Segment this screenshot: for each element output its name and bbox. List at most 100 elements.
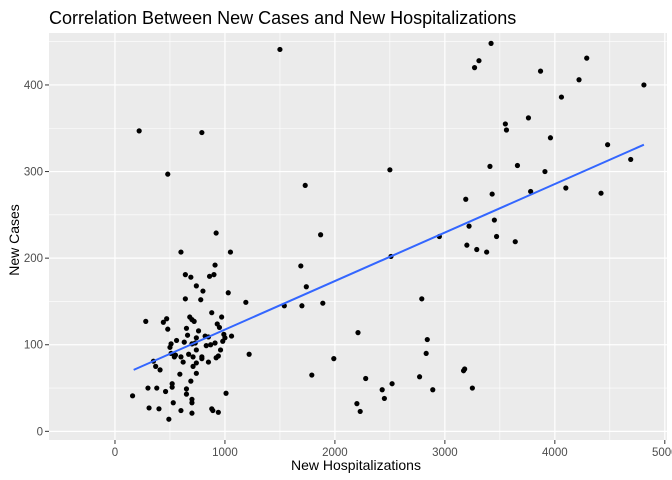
data-point <box>219 314 225 320</box>
data-point <box>514 162 521 169</box>
data-point <box>542 168 548 175</box>
data-point <box>547 135 554 141</box>
data-point <box>381 395 387 402</box>
data-point <box>178 354 184 360</box>
trend-line-group <box>133 143 645 371</box>
data-point <box>243 299 249 305</box>
data-point <box>423 350 429 357</box>
data-point <box>193 370 199 376</box>
trend-line <box>133 143 645 371</box>
data-point <box>203 343 209 349</box>
data-point <box>215 409 221 415</box>
data-point <box>190 363 196 369</box>
data-point <box>154 385 160 391</box>
y-axis-title: New Cases <box>6 204 22 276</box>
major-gridlines <box>49 33 667 440</box>
data-point <box>165 171 171 177</box>
data-point <box>129 393 136 399</box>
data-point <box>217 347 224 353</box>
data-point <box>598 190 604 196</box>
data-point <box>528 188 534 195</box>
data-point <box>298 263 304 269</box>
data-point <box>628 156 634 163</box>
data-point <box>168 341 174 347</box>
data-point <box>165 326 171 332</box>
data-point <box>160 319 166 325</box>
data-point <box>363 375 369 382</box>
data-point <box>227 249 234 255</box>
data-point <box>208 342 214 348</box>
x-tick-label: 0 <box>112 447 118 459</box>
data-point <box>466 223 472 229</box>
chart-title: Correlation Between New Cases and New Ho… <box>49 8 516 28</box>
data-point <box>188 378 194 384</box>
data-point <box>190 354 196 360</box>
data-point <box>469 385 475 391</box>
data-point <box>484 249 490 255</box>
data-point <box>215 353 221 359</box>
data-point <box>563 185 569 191</box>
data-point <box>216 324 223 331</box>
data-point <box>189 410 195 416</box>
data-point <box>169 384 175 390</box>
y-tick-label: 0 <box>37 426 43 438</box>
data-point <box>474 246 480 253</box>
data-point <box>525 115 532 121</box>
data-point <box>489 191 495 197</box>
data-point <box>223 390 229 396</box>
data-point <box>419 296 425 302</box>
data-point <box>476 58 482 64</box>
data-point <box>389 381 395 387</box>
data-point <box>212 262 218 268</box>
y-tick-label: 400 <box>24 80 43 92</box>
data-point <box>491 217 497 223</box>
data-point <box>318 232 324 238</box>
data-point <box>584 55 590 61</box>
data-point <box>213 230 219 236</box>
data-point <box>320 300 326 306</box>
data-points <box>129 40 647 422</box>
data-point <box>193 360 199 366</box>
data-point <box>206 273 213 279</box>
data-point <box>170 400 176 406</box>
data-point <box>212 340 218 346</box>
x-axis-title: New Hospitalizations <box>291 457 421 473</box>
data-point <box>503 127 510 133</box>
plot-panel <box>49 33 667 440</box>
data-point <box>430 387 436 393</box>
data-point <box>357 408 363 415</box>
x-tick-label: 3000 <box>432 447 458 459</box>
data-point <box>299 303 305 309</box>
data-point <box>277 46 283 53</box>
x-tick-label: 2000 <box>322 447 348 459</box>
data-point <box>512 239 518 245</box>
data-point <box>172 352 179 358</box>
data-point <box>183 391 190 397</box>
data-point <box>199 129 205 136</box>
data-point <box>355 330 361 336</box>
data-point <box>198 297 204 303</box>
data-point <box>302 182 308 189</box>
data-point <box>200 288 206 294</box>
data-point <box>209 310 215 316</box>
data-point <box>354 401 360 407</box>
data-point <box>416 374 423 380</box>
data-point <box>537 68 544 74</box>
data-point <box>166 416 172 422</box>
data-point <box>210 407 216 414</box>
data-point <box>228 333 235 339</box>
data-point <box>222 335 228 341</box>
data-point <box>558 94 565 100</box>
minor-gridlines <box>49 33 667 440</box>
data-point <box>331 356 337 362</box>
data-point <box>464 242 470 248</box>
data-point <box>309 372 315 378</box>
data-point <box>180 359 186 365</box>
y-axis-ticks: 0 100 200 300 400 <box>24 80 49 438</box>
data-point <box>191 318 197 324</box>
data-point <box>189 400 195 406</box>
data-point <box>182 296 188 302</box>
data-point <box>188 274 194 280</box>
